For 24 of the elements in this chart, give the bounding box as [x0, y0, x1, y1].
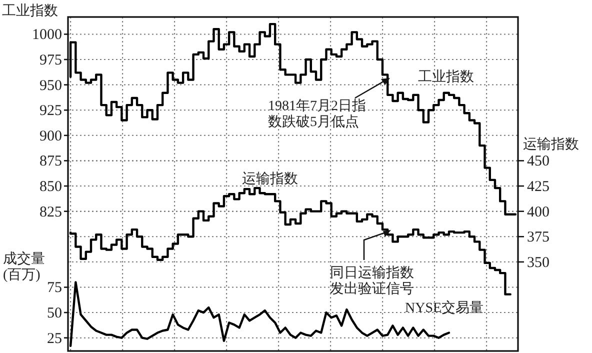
y-tick-label: 975 — [40, 52, 62, 69]
y2-tick-label: 450 — [527, 154, 550, 170]
y-tick-label: 925 — [40, 103, 62, 120]
series-label: NYSE交易量 — [405, 300, 484, 316]
y-tick-label: 875 — [40, 154, 62, 170]
y-axis-title: 工业指数 — [2, 3, 58, 19]
y-tick-label: 1000 — [32, 27, 62, 44]
y-tick-label: 825 — [40, 204, 62, 220]
y-tick-label: 850 — [40, 179, 62, 196]
y2-tick-label: 375 — [527, 230, 550, 246]
y2-tick-label: 400 — [527, 204, 550, 220]
series-label: 运输指数 — [242, 171, 298, 187]
y3-tick-label: 25 — [47, 330, 62, 347]
y2-axis-title: 运输指数 — [523, 136, 579, 153]
y3-tick-label: 75 — [47, 280, 62, 296]
annotation: 同日运输指数发出验证信号 — [330, 265, 414, 298]
y-tick-label: 900 — [40, 128, 62, 144]
series-label: 工业指数 — [418, 69, 474, 85]
y2-tick-label: 425 — [527, 179, 550, 196]
y2-tick-label: 350 — [527, 254, 550, 271]
y-tick-label: 950 — [40, 78, 62, 94]
annotation: 1981年7月2日指数跌破5月低点 — [268, 98, 366, 130]
y3-tick-label: 50 — [47, 306, 62, 322]
y3-axis-title: 成交量(百万) — [3, 251, 45, 284]
